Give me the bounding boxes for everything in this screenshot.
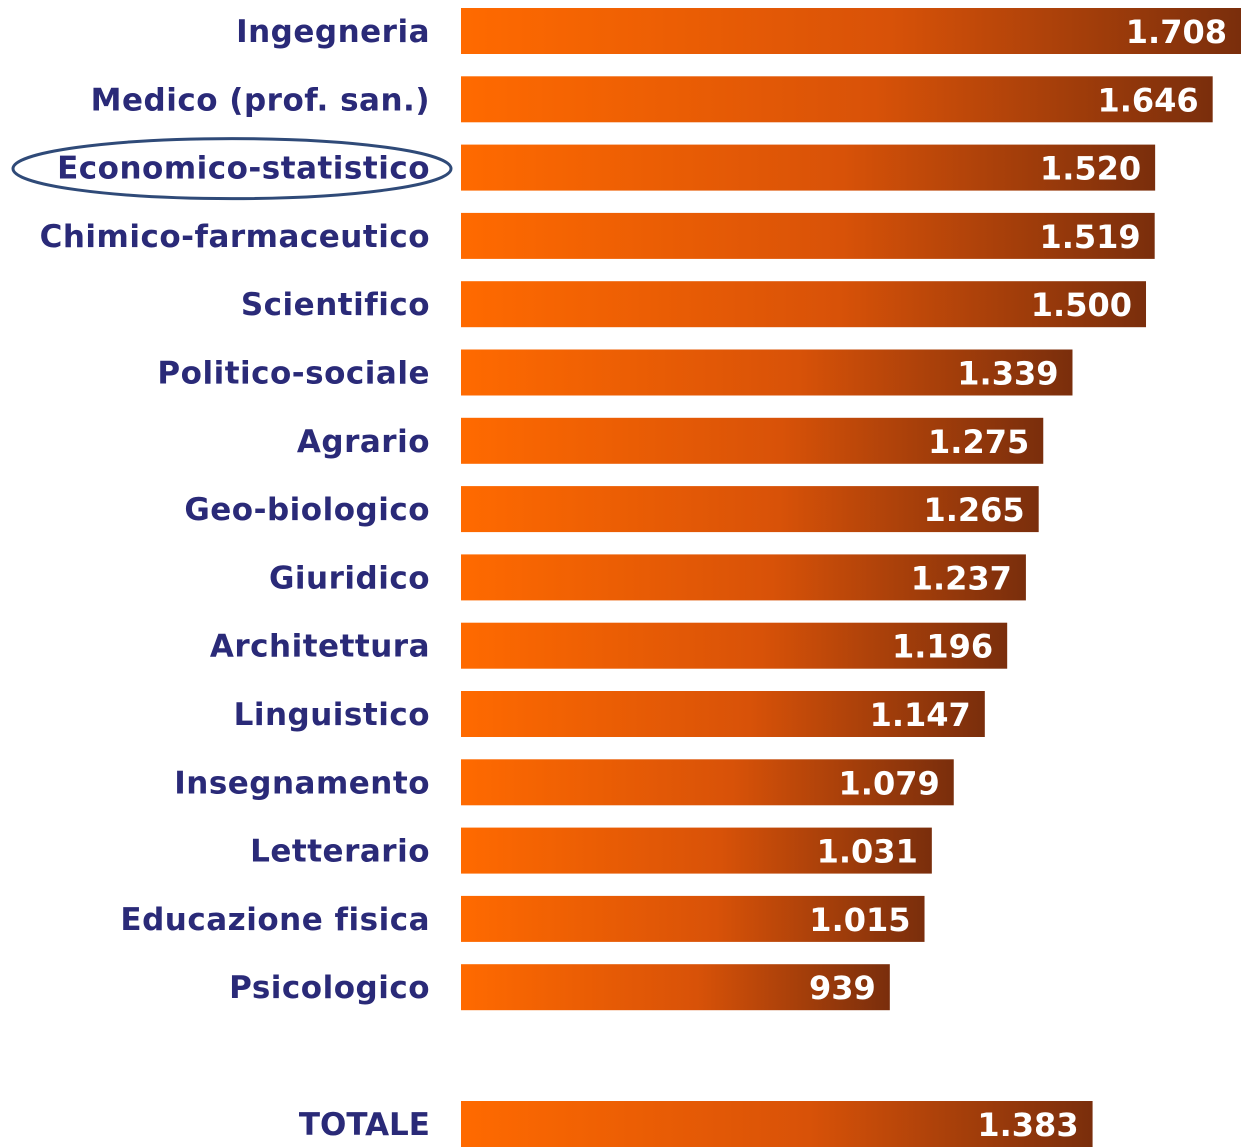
bar-value-label: 1.196 bbox=[892, 628, 993, 666]
category-label: Geo-biologico bbox=[184, 492, 430, 528]
category-label: Politico-sociale bbox=[157, 356, 430, 392]
bar bbox=[461, 895, 925, 942]
bar bbox=[461, 8, 1241, 54]
bar bbox=[461, 417, 1044, 464]
bar-value-label: 1.147 bbox=[870, 696, 971, 734]
category-label: Psicologico bbox=[229, 970, 430, 1006]
bar bbox=[461, 486, 1039, 533]
bar bbox=[461, 759, 954, 806]
bar bbox=[461, 349, 1073, 396]
total-value-label: 1.383 bbox=[977, 1106, 1078, 1144]
bar bbox=[461, 691, 985, 737]
bar-value-label: 1.708 bbox=[1126, 13, 1227, 51]
bar-value-label: 1.237 bbox=[911, 559, 1012, 597]
category-label: Giuridico bbox=[269, 560, 430, 596]
bar bbox=[461, 554, 1026, 601]
category-label: Linguistico bbox=[234, 697, 430, 733]
bar-value-label: 1.079 bbox=[839, 764, 940, 802]
total-bar bbox=[461, 1101, 1093, 1147]
bar-value-label: 1.646 bbox=[1097, 81, 1198, 119]
bar-value-label: 1.500 bbox=[1031, 286, 1132, 324]
category-label: Chimico-farmaceutico bbox=[40, 219, 430, 255]
bar-value-label: 1.339 bbox=[957, 355, 1058, 393]
bar-value-label: 1.265 bbox=[923, 491, 1024, 529]
category-label: Letterario bbox=[250, 834, 430, 870]
bar bbox=[461, 144, 1156, 191]
category-label: Insegnamento bbox=[174, 765, 430, 801]
category-label: Scientifico bbox=[241, 287, 430, 323]
highlight-ellipse bbox=[11, 137, 453, 201]
bar-value-label: 939 bbox=[809, 969, 876, 1007]
bars-layer: Ingegneria 1.708 Medico (prof. san.) 1.646 E… bbox=[11, 8, 1241, 1011]
bar-value-label: 1.520 bbox=[1040, 150, 1141, 188]
bar-value-label: 1.015 bbox=[809, 901, 910, 939]
bar bbox=[461, 964, 890, 1011]
bar bbox=[461, 212, 1155, 259]
bar-value-label: 1.519 bbox=[1039, 218, 1140, 256]
total-row: TOTALE 1.383 bbox=[299, 1101, 1093, 1147]
category-label: Medico (prof. san.) bbox=[91, 82, 430, 118]
category-label: Economico-statistico bbox=[57, 151, 430, 187]
bar-value-label: 1.275 bbox=[928, 423, 1029, 461]
category-label: Educazione fisica bbox=[120, 902, 430, 938]
category-label: Architettura bbox=[210, 629, 430, 665]
category-label: Agrario bbox=[297, 424, 430, 460]
bar-value-label: 1.031 bbox=[817, 833, 918, 871]
bar bbox=[461, 281, 1147, 328]
bar bbox=[461, 622, 1008, 669]
bar bbox=[461, 76, 1213, 123]
total-label: TOTALE bbox=[299, 1107, 430, 1143]
bar bbox=[461, 827, 932, 874]
category-label: Ingegneria bbox=[236, 14, 430, 50]
